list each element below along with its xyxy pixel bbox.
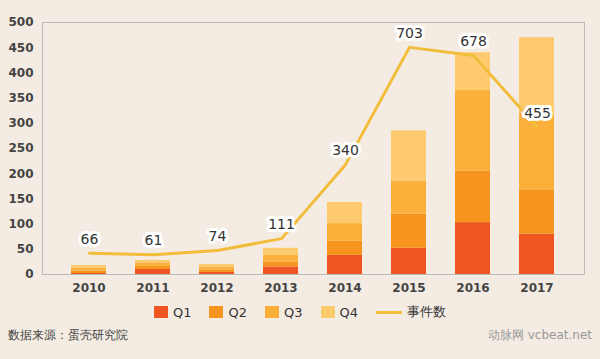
svg-text:2016: 2016: [456, 281, 489, 295]
svg-text:2017: 2017: [520, 281, 553, 295]
svg-text:0: 0: [25, 267, 33, 281]
svg-text:200: 200: [8, 167, 33, 181]
svg-text:2011: 2011: [136, 281, 169, 295]
svg-text:703: 703: [396, 25, 423, 41]
svg-text:455: 455: [524, 105, 551, 121]
html-text:Q4: Q4: [339, 304, 358, 320]
html-text:Q2: Q2: [228, 304, 247, 320]
html-text:数据来源：蛋壳研究院: 数据来源：蛋壳研究院: [8, 327, 128, 342]
svg-text:678: 678: [460, 33, 487, 49]
svg-text:450: 450: [8, 41, 33, 55]
svg-text:2013: 2013: [264, 281, 297, 295]
html-text:事件数: 事件数: [407, 304, 446, 319]
svg-text:61: 61: [145, 232, 163, 248]
svg-text:2012: 2012: [200, 281, 233, 295]
svg-text:340: 340: [332, 142, 359, 158]
svg-text:74: 74: [209, 228, 227, 244]
html-text:动脉网 vcbeat.net: 动脉网 vcbeat.net: [487, 327, 592, 342]
svg-text:100: 100: [8, 217, 33, 231]
svg-text:111: 111: [268, 216, 295, 232]
svg-text:2010: 2010: [72, 281, 105, 295]
svg-text:66: 66: [81, 231, 99, 247]
svg-text:500: 500: [8, 15, 33, 29]
svg-text:2014: 2014: [328, 281, 361, 295]
html-text:Q1: Q1: [173, 304, 192, 320]
svg-text:300: 300: [8, 116, 33, 130]
svg-text:350: 350: [8, 91, 33, 105]
svg-text:150: 150: [8, 192, 33, 206]
svg-text:50: 50: [17, 242, 34, 256]
html-text:Q3: Q3: [284, 304, 303, 320]
svg-text:2015: 2015: [392, 281, 425, 295]
svg-text:250: 250: [8, 141, 33, 155]
svg-text:400: 400: [8, 66, 33, 80]
